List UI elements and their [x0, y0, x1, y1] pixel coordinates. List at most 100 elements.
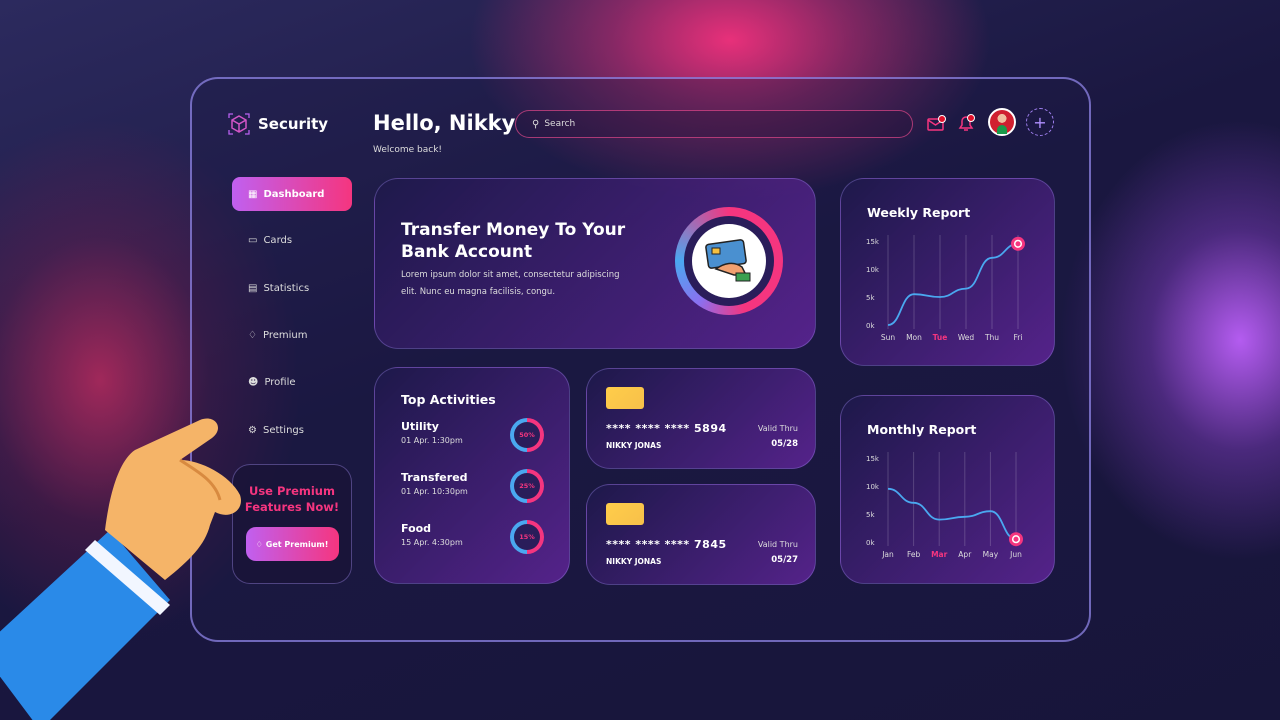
activities-title: Top Activities — [401, 392, 496, 407]
activity-item[interactable]: Utility 01 Apr. 1:30pm — [401, 420, 463, 445]
gear-icon: ⚙ — [248, 424, 257, 436]
card-holder: NIKKY JONAS — [606, 557, 662, 566]
card-chip-icon — [606, 387, 644, 409]
x-tick-label: Feb — [907, 550, 921, 559]
activity-percent: 50% — [514, 422, 540, 448]
x-tick-label: Mar — [931, 550, 948, 559]
page-title: Hello, Nikky — [373, 111, 516, 135]
valid-label: Valid Thru — [757, 540, 798, 549]
x-tick-label: Jan — [881, 550, 894, 559]
transfer-illustration — [675, 207, 783, 315]
sidebar-item-premium[interactable]: ♢ Premium — [232, 318, 352, 352]
search-icon: ⚲ — [532, 118, 540, 130]
card-expiry: 05/28 — [771, 439, 798, 449]
card-expiry: 05/27 — [771, 555, 798, 565]
activity-progress-ring: 15% — [510, 520, 544, 554]
transfer-description: Lorem ipsum dolor sit amet, consectetur … — [401, 270, 620, 297]
mail-icon — [927, 115, 946, 131]
add-button[interactable]: + — [1026, 108, 1054, 136]
card-icon: ▭ — [248, 234, 258, 246]
y-tick-label: 10k — [866, 483, 880, 491]
y-tick-label: 0k — [866, 322, 875, 330]
user-icon: ☻ — [248, 376, 259, 388]
activity-name: Transfered — [401, 471, 468, 484]
transfer-card[interactable]: Transfer Money To Your Bank Account Lore… — [374, 178, 816, 349]
card-in-hand-icon — [705, 239, 751, 282]
series-line — [887, 487, 1017, 541]
x-tick-label: May — [983, 550, 999, 559]
bar-chart-icon: ▤ — [248, 282, 258, 294]
card-holder: NIKKY JONAS — [606, 441, 662, 450]
monthly-report-card: Monthly Report — [840, 395, 1055, 584]
x-tick-label: Tue — [933, 333, 948, 342]
sidebar-item-settings[interactable]: ⚙ Settings — [232, 413, 352, 447]
bank-card[interactable]: **** **** **** 7845 NIKKY JONAS Valid Thr… — [586, 484, 816, 585]
bank-card[interactable]: **** **** **** 5894 NIKKY JONAS Valid Thr… — [586, 368, 816, 469]
app-name: Security — [258, 115, 329, 133]
activity-progress-ring: 50% — [510, 418, 544, 452]
y-tick-label: 5k — [866, 294, 875, 302]
data-point-marker[interactable] — [1009, 532, 1023, 547]
transfer-title: Transfer Money To Your Bank Account — [401, 220, 626, 262]
diamond-icon: ♢ — [255, 539, 263, 549]
x-tick-label: Fri — [1014, 333, 1023, 342]
premium-promo: Use Premium Features Now! ♢ Get Premium! — [232, 464, 352, 584]
sidebar-item-label: Settings — [262, 424, 304, 436]
activity-item[interactable]: Food 15 Apr. 4:30pm — [401, 522, 463, 547]
x-tick-label: Mon — [906, 333, 922, 342]
card-number: **** **** **** 5894 — [606, 422, 727, 435]
sidebar-item-label: Dashboard — [263, 188, 325, 200]
activity-date: 15 Apr. 4:30pm — [401, 538, 463, 547]
series-line — [887, 242, 1019, 326]
pointing-hand-illustration — [0, 418, 241, 720]
sidebar-item-statistics[interactable]: ▤ Statistics — [232, 271, 352, 305]
y-tick-label: 15k — [866, 455, 880, 463]
mail-button[interactable] — [927, 114, 947, 136]
sidebar-item-cards[interactable]: ▭ Cards — [232, 223, 352, 257]
x-tick-label: Thu — [984, 333, 999, 342]
valid-label: Valid Thru — [757, 424, 798, 433]
get-premium-label: Get Premium! — [265, 539, 329, 549]
cube-logo-icon — [228, 113, 250, 135]
data-point-marker[interactable] — [1011, 236, 1025, 251]
diamond-icon: ♢ — [248, 329, 257, 341]
weekly-report-card: Weekly Report — [840, 178, 1055, 366]
search-input[interactable]: ⚲ Search — [515, 110, 913, 138]
x-tick-label: Apr — [958, 550, 972, 559]
activity-date: 01 Apr. 1:30pm — [401, 436, 463, 445]
sidebar-item-dashboard[interactable]: ▦ Dashboard — [232, 177, 352, 211]
top-activities-card: Top Activities Utility 01 Apr. 1:30pm 50%… — [374, 367, 570, 584]
promo-title: Use Premium Features Now! — [244, 484, 340, 514]
card-number: **** **** **** 7845 — [606, 538, 727, 551]
data-point-marker-inner — [1011, 535, 1021, 544]
monthly-report-title: Monthly Report — [867, 422, 977, 437]
x-tick-label: Sun — [881, 333, 896, 342]
x-tick-label: Jun — [1009, 550, 1022, 559]
activity-name: Food — [401, 522, 432, 535]
x-tick-label: Wed — [958, 333, 975, 342]
sidebar-item-label: Premium — [262, 329, 308, 341]
notifications-button[interactable] — [957, 113, 977, 137]
activity-date: 01 Apr. 10:30pm — [401, 487, 468, 496]
activity-name: Utility — [401, 420, 439, 433]
grid-icon: ▦ — [248, 188, 258, 200]
y-tick-label: 5k — [866, 511, 875, 519]
weekly-report-title: Weekly Report — [867, 205, 971, 220]
activity-item[interactable]: Transfered 01 Apr. 10:30pm — [401, 471, 468, 496]
get-premium-button[interactable]: ♢ Get Premium! — [245, 527, 339, 561]
y-tick-label: 10k — [866, 266, 880, 274]
activity-percent: 25% — [514, 473, 540, 499]
y-tick-label: 15k — [866, 238, 880, 246]
data-point-marker-inner — [1013, 239, 1023, 248]
avatar[interactable] — [988, 108, 1016, 136]
card-chip-icon — [606, 503, 644, 525]
logo: Security — [228, 113, 328, 135]
bell-icon — [958, 114, 975, 131]
activity-progress-ring: 25% — [510, 469, 544, 503]
welcome-text: Welcome back! — [373, 145, 443, 155]
y-tick-label: 0k — [866, 539, 875, 547]
sidebar-item-label: Statistics — [263, 282, 310, 294]
sidebar-item-label: Cards — [263, 234, 293, 246]
sidebar-item-profile[interactable]: ☻ Profile — [232, 365, 352, 399]
